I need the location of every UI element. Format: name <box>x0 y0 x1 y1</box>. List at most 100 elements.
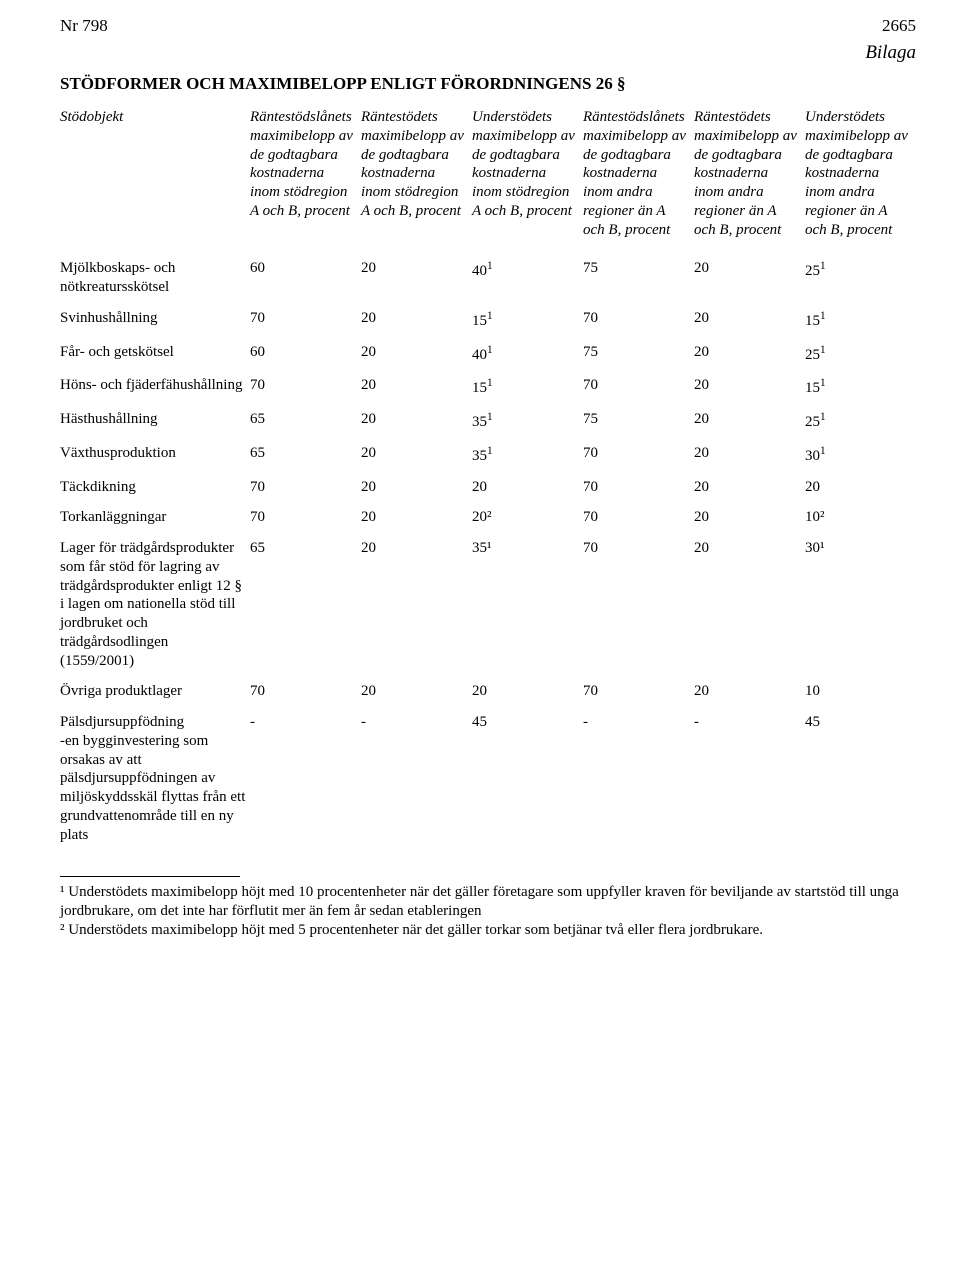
row-value: 45 <box>805 707 916 850</box>
row-value: 401 <box>472 337 583 371</box>
row-label: Torkanläggningar <box>60 502 250 533</box>
row-value: 70 <box>583 370 694 404</box>
row-value: 351 <box>472 438 583 472</box>
row-value: 20 <box>361 676 472 707</box>
row-value: 75 <box>583 337 694 371</box>
row-value: 151 <box>805 303 916 337</box>
row-label: Hästhushållning <box>60 404 250 438</box>
row-value: 65 <box>250 438 361 472</box>
row-value: - <box>361 707 472 850</box>
row-value: 10² <box>805 502 916 533</box>
row-value: 20 <box>361 404 472 438</box>
row-value: 70 <box>250 370 361 404</box>
row-value: 20 <box>805 472 916 503</box>
row-value: 251 <box>805 404 916 438</box>
row-value: 20 <box>361 303 472 337</box>
row-label: Får- och getskötsel <box>60 337 250 371</box>
row-value: 351 <box>472 404 583 438</box>
row-value: 20 <box>694 676 805 707</box>
row-value: 20 <box>694 253 805 303</box>
row-value: 251 <box>805 337 916 371</box>
row-value: 70 <box>583 438 694 472</box>
table-row: Höns- och fjäderfähushållning70201517020… <box>60 370 916 404</box>
table-row: Hästhushållning65203517520251 <box>60 404 916 438</box>
table-row: Mjölkboskaps- och nötkreatursskötsel60 20… <box>60 253 916 303</box>
row-value: 251 <box>805 253 916 303</box>
row-value: 20 <box>694 337 805 371</box>
row-value: 75 <box>583 404 694 438</box>
table-row: Får- och getskötsel60204017520251 <box>60 337 916 371</box>
row-label: Övriga produktlager <box>60 676 250 707</box>
row-value: 75 <box>583 253 694 303</box>
row-value: 70 <box>583 502 694 533</box>
col-2: Räntestödets maximibelopp av de godtagba… <box>361 108 472 253</box>
row-value: 20 <box>472 472 583 503</box>
row-value: 70 <box>250 303 361 337</box>
row-value: - <box>694 707 805 850</box>
row-value: 60 <box>250 253 361 303</box>
row-value: 20 <box>361 438 472 472</box>
row-value: 20 <box>694 370 805 404</box>
table-header-row: Stödobjekt Räntestödslånets maximibelopp… <box>60 108 916 253</box>
col-6: Understödets maximibelopp av de godtagba… <box>805 108 916 253</box>
table-row: Svinhushållning70201517020151 <box>60 303 916 337</box>
col-5: Räntestödets maximibelopp av de godtagba… <box>694 108 805 253</box>
row-value: 20 <box>694 303 805 337</box>
doc-number: Nr 798 <box>60 16 108 36</box>
row-value: 70 <box>583 472 694 503</box>
table-row: Växthusproduktion65203517020301 <box>60 438 916 472</box>
col-stodobjekt: Stödobjekt <box>60 108 250 253</box>
row-value: 70 <box>250 472 361 503</box>
row-value: 70 <box>583 676 694 707</box>
page-title: STÖDFORMER OCH MAXIMIBELOPP ENLIGT FÖROR… <box>60 74 916 94</box>
col-1: Räntestödslånets maximibelopp av de godt… <box>250 108 361 253</box>
row-value: - <box>583 707 694 850</box>
col-4: Räntestödslånets maximibelopp av de godt… <box>583 108 694 253</box>
row-value: 65 <box>250 404 361 438</box>
row-value: 301 <box>805 438 916 472</box>
row-label: Pälsdjursuppfödning-en bygginvestering s… <box>60 707 250 850</box>
row-value: 10 <box>805 676 916 707</box>
row-value: 65 <box>250 533 361 676</box>
row-value: 20 <box>472 676 583 707</box>
row-label: Höns- och fjäderfähushållning <box>60 370 250 404</box>
row-value: 45 <box>472 707 583 850</box>
table-row: Övriga produktlager702020702010 <box>60 676 916 707</box>
footnote-separator <box>60 876 240 877</box>
row-value: 151 <box>472 303 583 337</box>
row-value: 35¹ <box>472 533 583 676</box>
row-value: 70 <box>250 676 361 707</box>
row-value: 70 <box>583 303 694 337</box>
row-value: 151 <box>472 370 583 404</box>
table-row: Lager för trädgårdsprodukter som får stö… <box>60 533 916 676</box>
row-label: Lager för trädgårdsprodukter som får stö… <box>60 533 250 676</box>
row-value: 60 <box>250 337 361 371</box>
row-label: Mjölkboskaps- och nötkreatursskötsel <box>60 253 250 303</box>
footnote-2: ² Understödets maximibelopp höjt med 5 p… <box>60 921 916 940</box>
footnote-1: ¹ Understödets maximibelopp höjt med 10 … <box>60 883 916 921</box>
row-value: 401 <box>472 253 583 303</box>
row-value: 20 <box>694 438 805 472</box>
row-value: 151 <box>805 370 916 404</box>
row-value: 20 <box>361 472 472 503</box>
row-value: - <box>250 707 361 850</box>
row-value: 20 <box>694 533 805 676</box>
row-value: 20 <box>694 472 805 503</box>
row-value: 20 <box>361 533 472 676</box>
table-row: Täckdikning702020702020 <box>60 472 916 503</box>
row-value: 70 <box>583 533 694 676</box>
attachment-label: Bilaga <box>60 42 916 64</box>
row-value: 20 <box>361 502 472 533</box>
table-row: Pälsdjursuppfödning-en bygginvestering s… <box>60 707 916 850</box>
support-table: Stödobjekt Räntestödslånets maximibelopp… <box>60 108 916 850</box>
row-value: 20 <box>361 370 472 404</box>
row-value: 20 <box>694 502 805 533</box>
row-value: 20² <box>472 502 583 533</box>
page-number: 2665 <box>882 16 916 36</box>
row-value: 20 <box>361 337 472 371</box>
table-row: Torkanläggningar702020²702010² <box>60 502 916 533</box>
row-value: 30¹ <box>805 533 916 676</box>
row-label: Täckdikning <box>60 472 250 503</box>
row-value: 70 <box>250 502 361 533</box>
row-value: 20 <box>694 404 805 438</box>
